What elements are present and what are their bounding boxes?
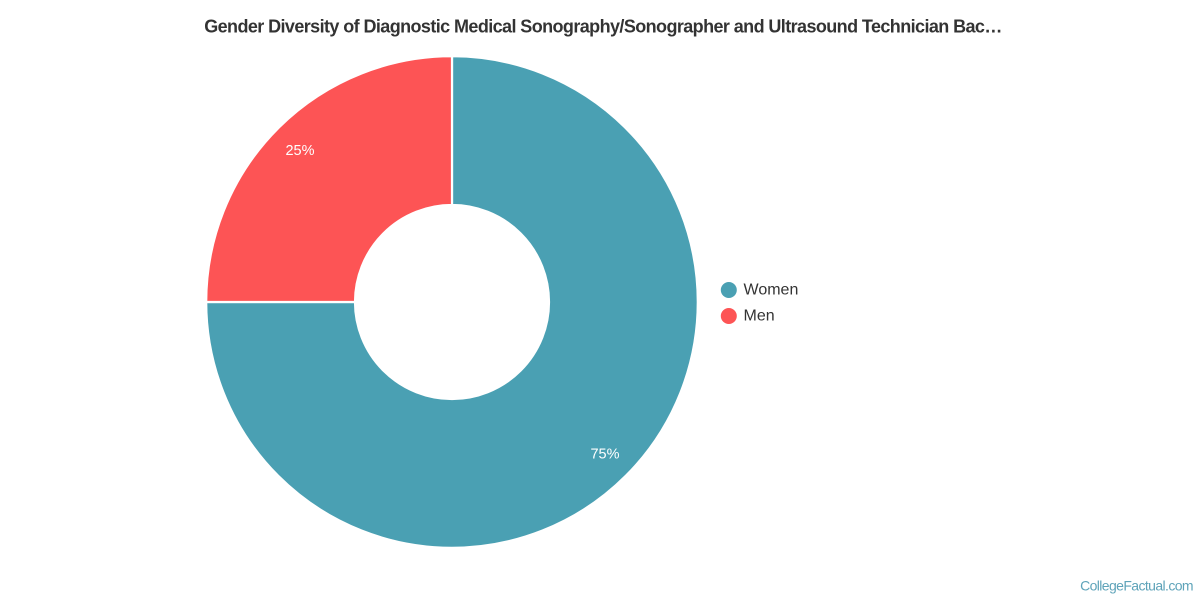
svg-text:CollegeFactual.com: CollegeFactual.com [1080, 578, 1193, 594]
svg-text:25%: 25% [285, 143, 314, 159]
svg-text:Women: Women [744, 282, 799, 299]
svg-text:75%: 75% [590, 446, 619, 462]
svg-text:Men: Men [744, 308, 775, 325]
svg-text:Gender Diversity of Diagnostic: Gender Diversity of Diagnostic Medical S… [204, 17, 1002, 37]
